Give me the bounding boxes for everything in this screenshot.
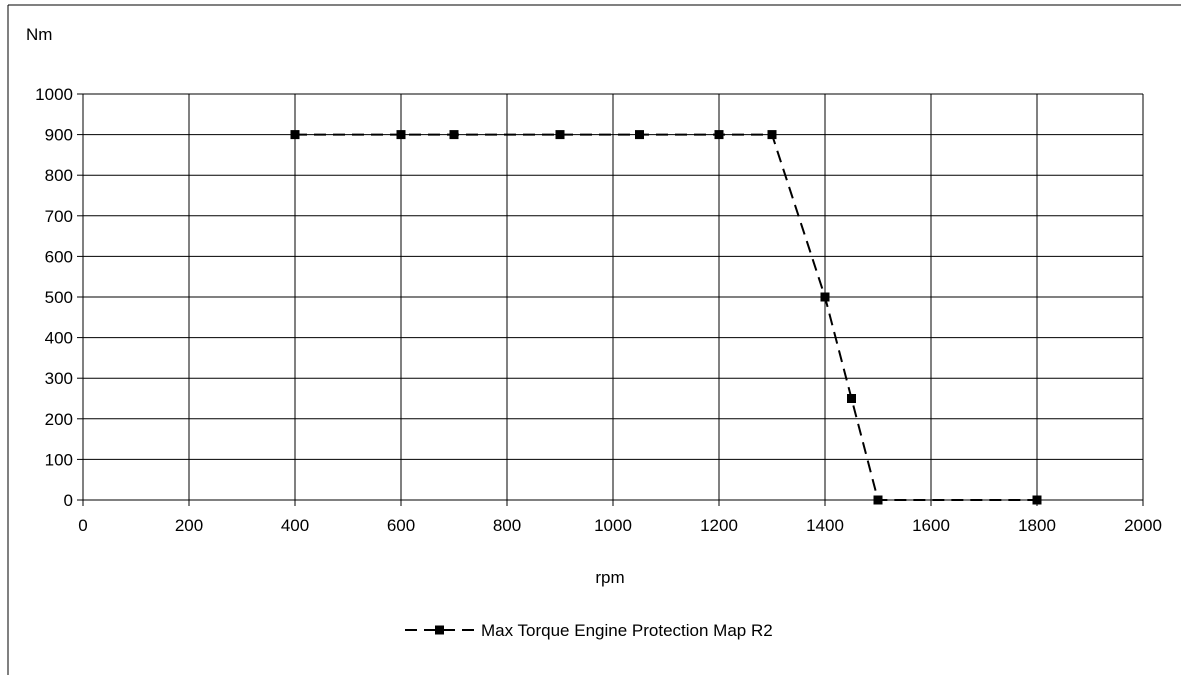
- data-point-marker: [714, 130, 724, 140]
- data-point-marker: [449, 130, 459, 140]
- x-tick-label: 800: [493, 516, 521, 535]
- y-tick-label: 1000: [35, 85, 73, 104]
- x-tick-label: 2000: [1124, 516, 1162, 535]
- y-tick-label: 200: [45, 410, 73, 429]
- x-tick-label: 400: [281, 516, 309, 535]
- x-tick-label: 200: [175, 516, 203, 535]
- legend-marker-sample: [435, 625, 444, 635]
- data-point-marker: [396, 130, 406, 140]
- data-point-marker: [847, 394, 856, 403]
- x-tick-label: 600: [387, 516, 415, 535]
- y-tick-label: 700: [45, 207, 73, 226]
- legend-label: Max Torque Engine Protection Map R2: [481, 621, 773, 640]
- series-layer: [290, 130, 1042, 505]
- y-tick-label: 0: [64, 491, 73, 510]
- x-tick-label: 1200: [700, 516, 738, 535]
- data-point-marker: [290, 130, 300, 140]
- y-tick-label: 500: [45, 288, 73, 307]
- data-point-marker: [820, 292, 830, 302]
- data-point-marker: [555, 130, 565, 140]
- y-tick-label: 900: [45, 126, 73, 145]
- y-tick-label: 300: [45, 369, 73, 388]
- y-tick-label: 100: [45, 450, 73, 469]
- data-point-marker: [873, 495, 883, 505]
- data-point-marker: [635, 130, 644, 140]
- x-tick-label: 1000: [594, 516, 632, 535]
- data-point-marker: [767, 130, 777, 140]
- x-tick-label: 1400: [806, 516, 844, 535]
- grid-layer: [77, 93, 1144, 506]
- legend: Max Torque Engine Protection Map R2: [405, 621, 773, 640]
- x-tick-label: 1600: [912, 516, 950, 535]
- tick-labels: 0 100 200 300 400 500 600 700 800 900 1000 0 200 400 6…: [35, 85, 1162, 535]
- series-line: [295, 133, 1037, 501]
- y-axis-title: Nm: [26, 25, 52, 44]
- x-axis-title: rpm: [595, 568, 624, 587]
- y-tick-label: 400: [45, 329, 73, 348]
- y-tick-label: 800: [45, 166, 73, 185]
- x-tick-label: 1800: [1018, 516, 1056, 535]
- x-tick-label: 0: [78, 516, 87, 535]
- y-tick-label: 600: [45, 247, 73, 266]
- data-point-marker: [1032, 495, 1042, 505]
